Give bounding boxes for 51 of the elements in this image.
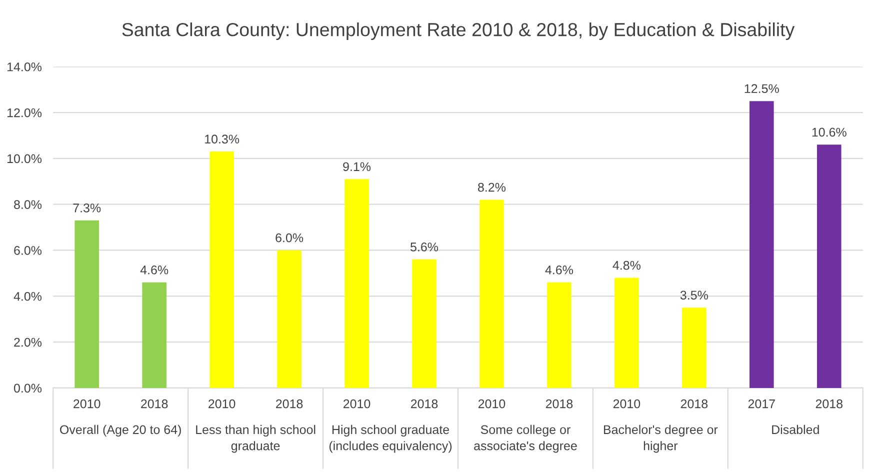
data-label: 12.5% [744,84,779,94]
x-tick-label: 2018 [546,399,573,408]
y-tick-label: 6.0% [14,246,42,255]
bar [74,220,99,388]
text: Less than high school graduate [196,424,316,453]
text: Bachelor's degree or higher [604,424,718,453]
bar [344,179,369,388]
y-tick-label: 2.0% [14,338,42,347]
x-tick-label: 2018 [141,399,168,408]
data-label: 10.6% [812,128,846,137]
x-tick-label: 2017 [748,399,775,408]
text: High school graduate (includes equivalency) [329,424,452,453]
bar [142,282,166,388]
y-tick-label: 0.0% [14,384,42,393]
bar [210,152,234,388]
bar [412,259,436,388]
bar [816,144,842,388]
data-label: 6.0% [276,233,304,242]
x-tick-label: 2010 [208,399,236,408]
x-tick-label: 2010 [613,399,640,408]
x-tick-label: 2018 [410,399,438,408]
bar [277,250,302,388]
data-label: 10.3% [205,134,240,144]
chart-title: Santa Clara County: Unemployment Rate 2010 & 2018, by Education & Disability [122,22,795,40]
data-label: 9.1% [343,162,371,172]
data-label: 3.5% [680,290,708,300]
y-tick-label: 8.0% [14,200,42,209]
bar [547,282,572,388]
y-tick-label: 14.0% [8,62,42,72]
y-tick-label: 4.0% [14,292,42,301]
x-tick-label: 2018 [816,399,842,408]
text: Disabled [772,424,819,434]
bar [750,101,774,388]
data-label: 7.3% [73,204,101,212]
data-label: 4.6% [545,265,574,274]
x-tick-label: 2010 [478,399,506,408]
bar [480,200,504,388]
x-tick-label: 2018 [276,399,303,408]
bar [614,278,639,388]
x-tick-label: 2010 [343,399,370,408]
data-label: 4.8% [612,260,640,270]
bar [682,308,706,388]
text: Some college or associate's degree [474,424,577,453]
text: Overall (Age 20 to 64) [60,424,181,437]
data-label: 8.2% [478,182,506,192]
data-label: 4.6% [140,265,168,274]
y-tick-label: 12.0% [8,108,42,118]
x-tick-label: 2018 [680,399,708,408]
x-tick-label: 2010 [74,399,100,408]
y-tick-label: 10.0% [8,154,42,164]
data-label: 5.6% [410,242,438,252]
